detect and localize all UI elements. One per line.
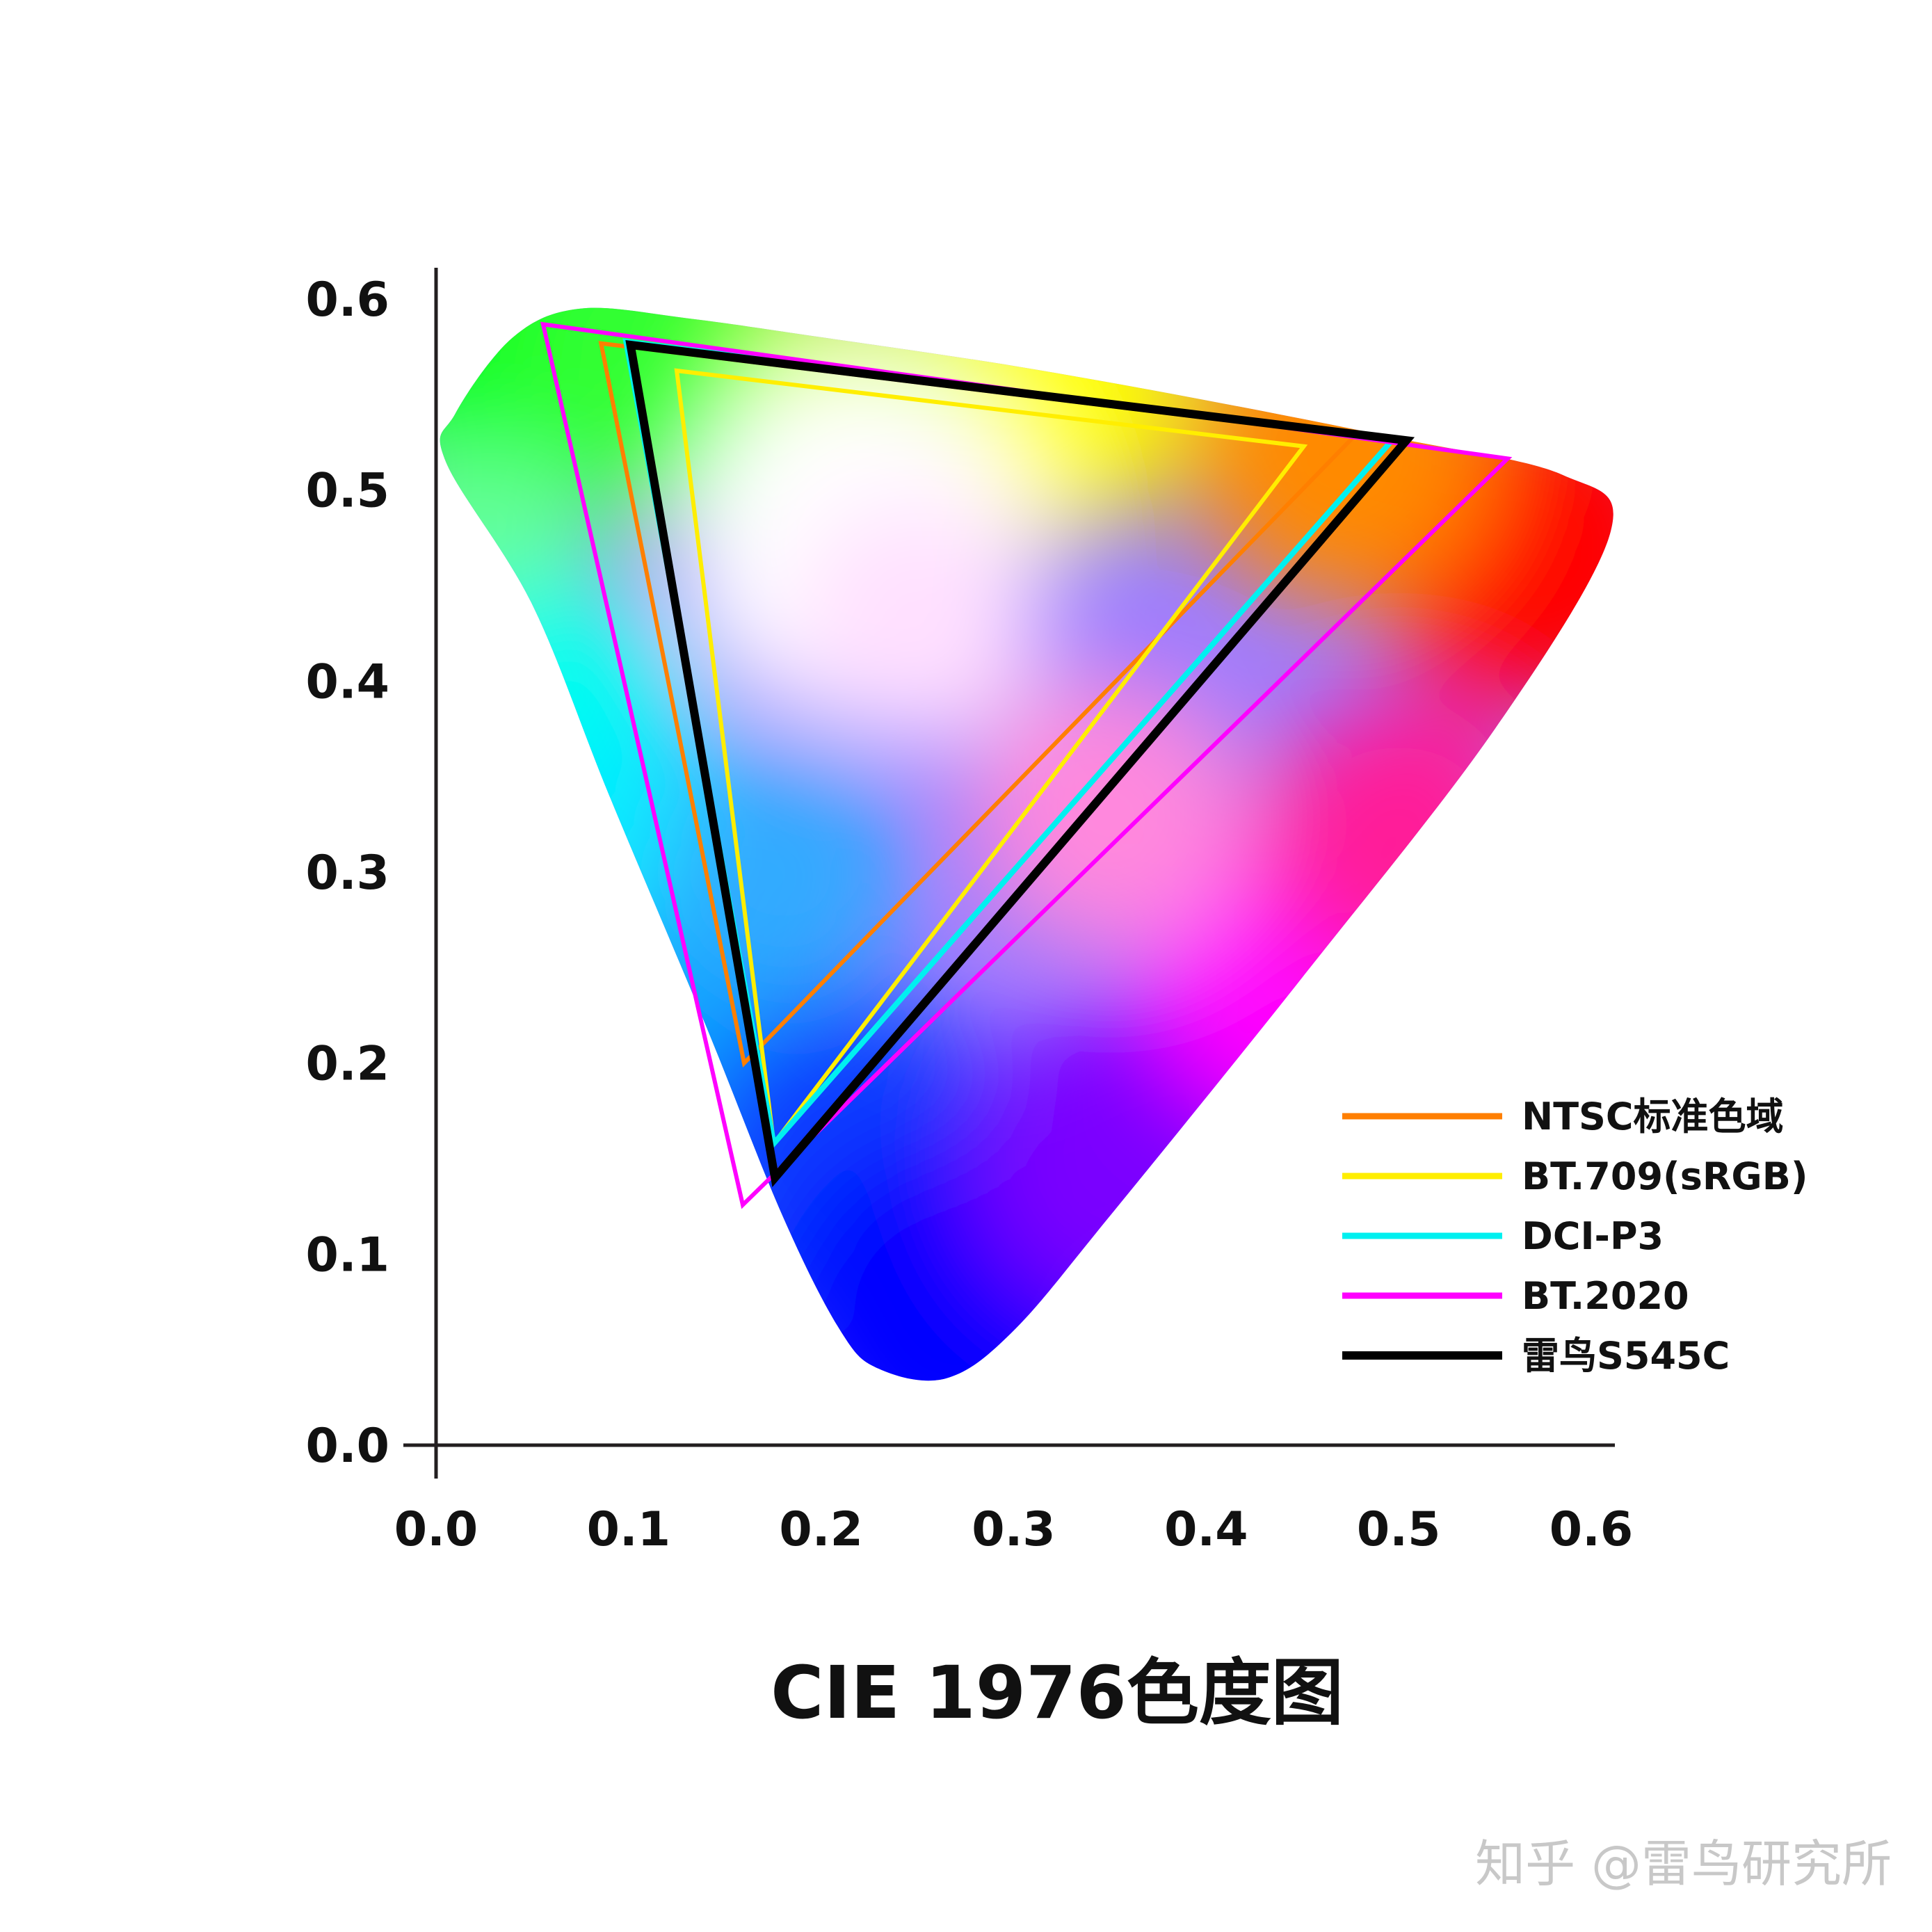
x-tick-labels: 0.0 0.1 0.2 0.3 0.4 0.5 0.6 <box>394 1502 1633 1557</box>
chart-title: CIE 1976色度图 <box>771 1650 1344 1735</box>
legend-label: NTSC标准色域 <box>1522 1095 1784 1138</box>
gamut-triangles <box>540 321 1513 1209</box>
y-tick-label: 0.3 <box>306 846 389 901</box>
gamut-triangle <box>674 368 1308 1149</box>
x-tick-label: 0.4 <box>1164 1502 1248 1557</box>
y-tick-label: 0.6 <box>306 273 389 328</box>
x-tick-label: 0.2 <box>779 1502 862 1557</box>
y-tick-label: 0.2 <box>306 1037 389 1092</box>
x-tick-label: 0.3 <box>972 1502 1055 1557</box>
gamut-triangle <box>625 339 1415 1188</box>
x-tick-label: 0.0 <box>394 1502 478 1557</box>
x-tick-label: 0.5 <box>1357 1502 1440 1557</box>
legend-label: BT.2020 <box>1522 1274 1689 1318</box>
x-tick-label: 0.6 <box>1549 1502 1633 1557</box>
legend-label: BT.709(sRGB) <box>1522 1154 1808 1198</box>
y-tick-label: 0.0 <box>306 1419 389 1474</box>
y-tick-label: 0.5 <box>306 464 389 519</box>
legend-label: DCI-P3 <box>1522 1214 1664 1258</box>
y-tick-label: 0.4 <box>306 654 389 709</box>
legend-label: 雷鸟S545C <box>1522 1334 1730 1378</box>
y-tick-labels: 0.0 0.1 0.2 0.3 0.4 0.5 0.6 <box>306 273 389 1474</box>
watermark: 知乎 @雷鸟研究所 <box>1475 1835 1892 1893</box>
legend: NTSC标准色域 BT.709(sRGB) DCI-P3 BT.2020 雷鸟S545C <box>1342 1095 1808 1378</box>
y-tick-label: 0.1 <box>306 1227 389 1282</box>
x-tick-label: 0.1 <box>587 1502 670 1557</box>
